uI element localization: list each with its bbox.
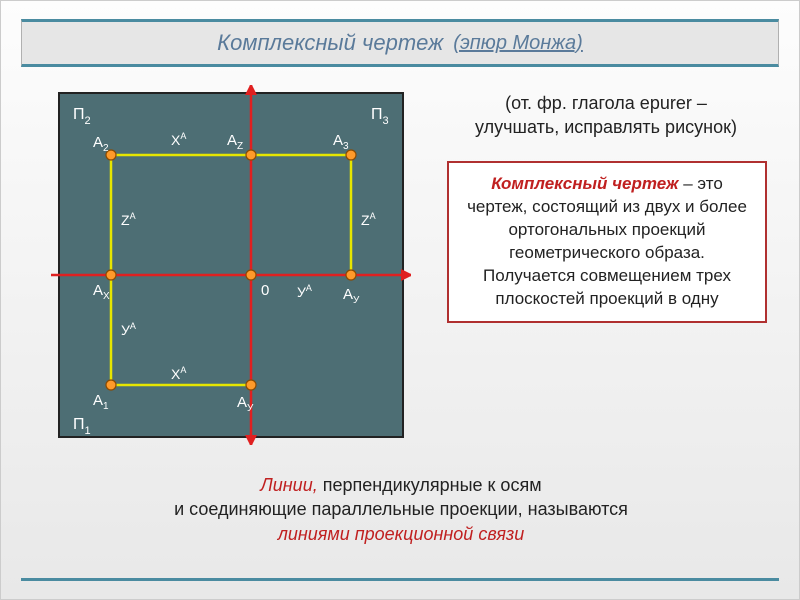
slide: Комплексный чертеж (эпюр Монжа) A2AZA3AX… xyxy=(0,0,800,600)
point-origin-label: 0 xyxy=(261,282,269,299)
bottom-rule xyxy=(21,578,779,581)
bottom-t1: перпендикулярные к осям xyxy=(318,475,542,495)
bottom-text: Линии, перпендикулярные к осям и соединя… xyxy=(81,473,721,546)
bottom-t2: и соединяющие параллельные проекции, наз… xyxy=(174,499,628,519)
point-Ay-v xyxy=(246,380,256,390)
definition-box: Комплексный чертеж – это чертеж, состоящ… xyxy=(447,161,767,323)
monge-diagram: A2AZA3AXAУA1AУ0XAXAZAZAУAУAП2П3П1 xyxy=(51,85,411,445)
definition-rest2: Получается совмещением трех плоскостей п… xyxy=(483,266,731,308)
point-Az xyxy=(246,150,256,160)
bottom-em2: линиями проекционной связи xyxy=(278,524,525,544)
title-bar: Комплексный чертеж (эпюр Монжа) xyxy=(21,19,779,67)
etym-line1: (от. фр. глагола epurer – xyxy=(505,93,707,113)
etymology-text: (от. фр. глагола epurer – улучшать, испр… xyxy=(441,91,771,140)
definition-term: Комплексный чертеж xyxy=(491,174,678,193)
title-sub: (эпюр Монжа) xyxy=(453,32,583,55)
bottom-em1: Линии, xyxy=(260,475,317,495)
title-main: Комплексный чертеж xyxy=(217,30,443,56)
point-origin xyxy=(246,270,256,280)
etym-line2: улучшать, исправлять рисунок) xyxy=(475,117,737,137)
monge-svg: A2AZA3AXAУA1AУ0XAXAZAZAУAУAП2П3П1 xyxy=(51,85,411,445)
point-A1 xyxy=(106,380,116,390)
point-Ay-h xyxy=(346,270,356,280)
point-Ax xyxy=(106,270,116,280)
